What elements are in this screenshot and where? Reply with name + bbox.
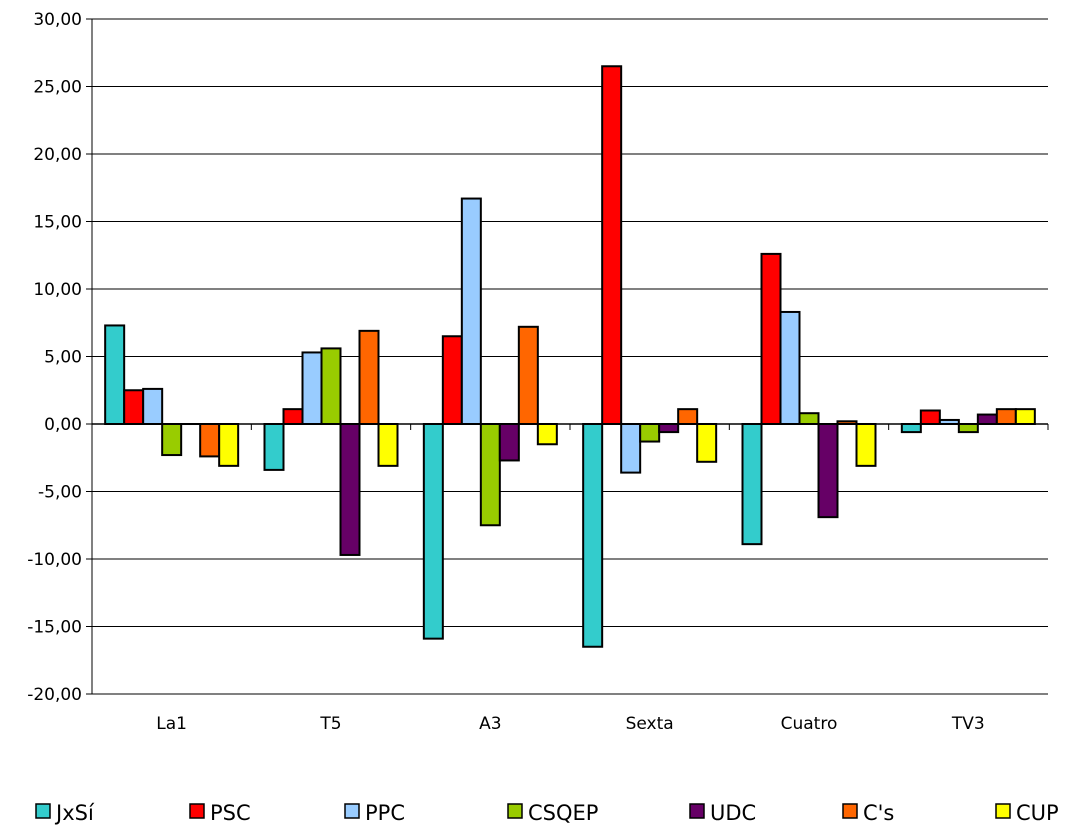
legend-label: CSQEP	[528, 801, 598, 825]
legend-item: CSQEP	[507, 801, 598, 825]
bar	[263, 423, 285, 471]
bar	[976, 413, 998, 425]
bar	[123, 389, 145, 425]
bar	[798, 412, 820, 426]
y-tick-label: 15,00	[33, 213, 82, 233]
bar	[479, 423, 501, 527]
y-tick-label: 0,00	[44, 415, 82, 435]
y-tick-label: 25,00	[33, 78, 82, 98]
bar	[441, 335, 463, 425]
bar	[339, 423, 361, 556]
legend: JxSí PSC PPC CSQEP UDC C's CUP	[35, 801, 1059, 825]
x-category-label: Cuatro	[781, 714, 838, 734]
x-category-label: La1	[156, 714, 187, 734]
bar	[422, 423, 444, 640]
legend-item: PSC	[189, 801, 251, 825]
bar	[919, 409, 941, 425]
bar	[161, 423, 183, 457]
bar	[199, 423, 221, 458]
bar	[696, 423, 718, 463]
bar	[536, 423, 558, 446]
bar	[377, 423, 399, 467]
legend-item: C's	[842, 801, 894, 825]
bar	[301, 351, 323, 426]
legend-swatch	[995, 803, 1011, 819]
legend-swatch	[507, 803, 523, 819]
bar	[282, 408, 304, 425]
y-tick-label: 30,00	[33, 10, 82, 30]
legend-swatch	[35, 803, 51, 819]
bar	[658, 423, 680, 434]
bar	[900, 423, 922, 434]
bar	[601, 65, 623, 425]
y-tick-label: -15,00	[27, 618, 82, 638]
y-tick-label: 10,00	[33, 280, 82, 300]
x-category-label: T5	[319, 714, 341, 734]
bar	[142, 387, 164, 425]
bar	[320, 347, 342, 425]
legend-swatch	[689, 803, 705, 819]
legend-label: C's	[863, 801, 894, 825]
x-category-label: TV3	[951, 714, 985, 734]
legend-item: UDC	[689, 801, 756, 825]
bar	[582, 423, 604, 648]
legend-label: PSC	[210, 801, 251, 825]
bar	[855, 423, 877, 467]
bar	[460, 197, 482, 425]
x-category-label: Sexta	[626, 714, 674, 734]
bar	[498, 423, 520, 462]
axes	[86, 18, 1049, 695]
legend-label: PPC	[365, 801, 405, 825]
bar	[104, 324, 126, 426]
bar	[817, 423, 839, 519]
legend-item: JxSí	[35, 801, 95, 825]
legend-item: PPC	[344, 801, 405, 825]
legend-label: CUP	[1016, 801, 1059, 825]
bar	[639, 423, 661, 443]
bar	[995, 408, 1017, 425]
bar	[760, 252, 782, 425]
y-tick-label: -5,00	[38, 483, 82, 503]
y-tick-label: 5,00	[44, 348, 82, 368]
bar	[779, 310, 801, 426]
bar	[957, 423, 979, 434]
legend-swatch	[344, 803, 360, 819]
legend-swatch	[842, 803, 858, 819]
bar	[517, 325, 539, 425]
bar	[358, 329, 380, 426]
bar	[741, 423, 763, 546]
bar	[1014, 408, 1036, 425]
legend-label: UDC	[710, 801, 756, 825]
axis-labels: 30,00 25,00 20,00 15,00 10,00 5,00 0,00 -5,00 -1…	[27, 10, 985, 734]
legend-label: JxSí	[54, 801, 95, 825]
y-tick-label: -10,00	[27, 550, 82, 570]
bars	[104, 65, 1036, 648]
y-tick-label: -20,00	[27, 685, 82, 705]
bar	[677, 408, 699, 425]
bar	[218, 423, 240, 467]
bar	[620, 423, 642, 474]
legend-item: CUP	[995, 801, 1059, 825]
y-tick-label: 20,00	[33, 145, 82, 165]
grid-lines	[92, 18, 1048, 695]
x-category-label: A3	[479, 714, 501, 734]
legend-swatch	[189, 803, 205, 819]
